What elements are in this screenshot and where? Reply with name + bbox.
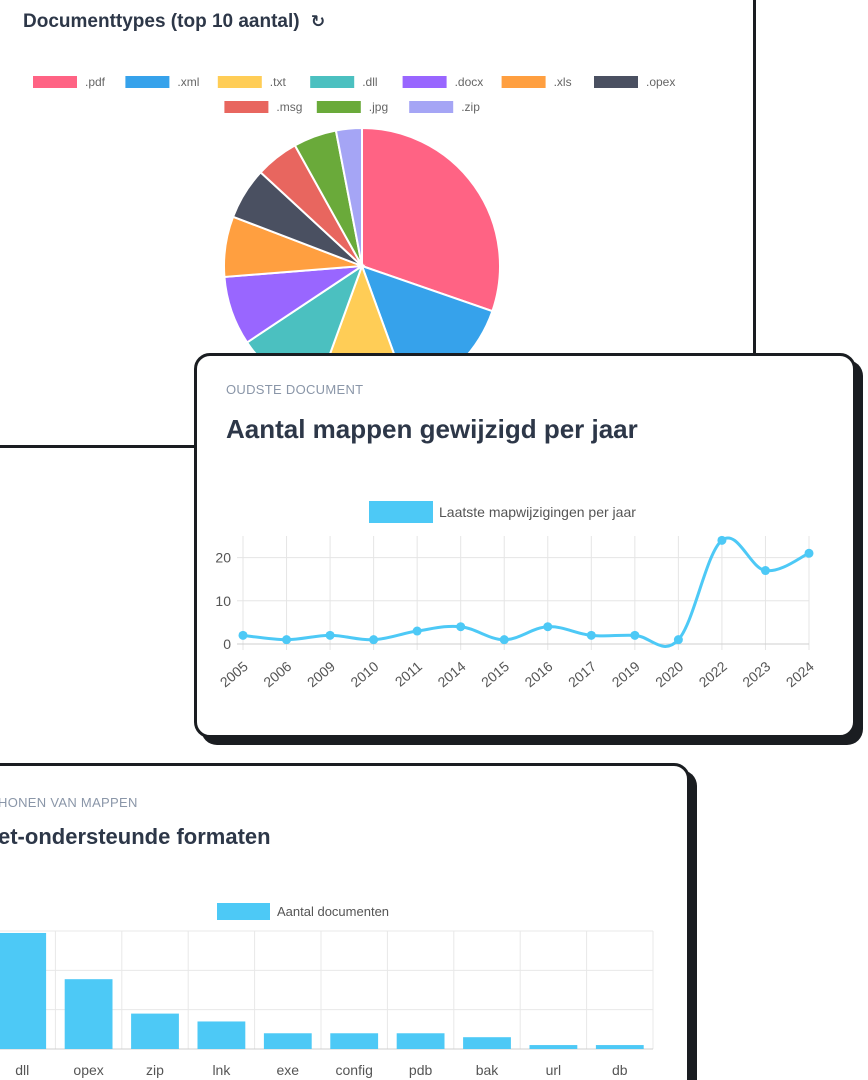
bar-exe xyxy=(263,1033,312,1049)
line-ytick-label: 20 xyxy=(215,550,231,566)
bar-xtick-label: dll xyxy=(15,1062,29,1078)
line-xtick-label: 2017 xyxy=(565,658,599,690)
bar-xtick-label: bak xyxy=(476,1062,500,1078)
line-legend-label: Laatste mapwijzigingen per jaar xyxy=(439,504,636,520)
legend-swatch-opex xyxy=(594,76,638,88)
legend-swatch-docx xyxy=(402,76,447,88)
line-point-2005 xyxy=(238,630,248,640)
bar-config xyxy=(330,1033,379,1049)
bar-xtick-label: pdb xyxy=(409,1062,433,1078)
line-xtick-label: 2022 xyxy=(696,658,730,690)
line-point-2010 xyxy=(369,635,379,645)
legend-label-xml: .xml xyxy=(177,75,199,89)
line-point-2020 xyxy=(673,635,683,645)
line-series-path xyxy=(242,536,810,648)
bar-zip xyxy=(131,1013,179,1049)
line-point-2014 xyxy=(456,622,466,632)
line-xtick-label: 2009 xyxy=(304,658,338,690)
line-ytick-label: 10 xyxy=(215,593,231,609)
bar-card-eyebrow: HONEN VAN MAPPEN xyxy=(0,795,138,810)
bar-xtick-label: zip xyxy=(146,1062,164,1078)
legend-label-pdf: .pdf xyxy=(85,75,106,89)
bar-url xyxy=(529,1045,578,1049)
line-legend-swatch xyxy=(369,501,433,523)
bar-card-title: et-ondersteunde formaten xyxy=(0,824,271,849)
legend-swatch-txt xyxy=(217,76,262,88)
line-xtick-label: 2015 xyxy=(478,658,512,690)
line-xtick-label: 2016 xyxy=(522,658,556,690)
pie-slice-zip xyxy=(334,126,363,267)
pie-card-title: Documenttypes (top 10 aantal) ↻ xyxy=(23,11,325,33)
line-xtick-label: 2006 xyxy=(260,658,294,690)
pie-slice-pdf xyxy=(361,126,501,313)
bar-opex xyxy=(64,979,113,1049)
folders-per-year-line-chart: Laatste mapwijzigingen per jaar 0 10 20 2005… xyxy=(215,501,817,690)
legend-label-zip: .zip xyxy=(461,100,480,114)
legend-label-opex: .opex xyxy=(646,75,675,89)
legend-swatch-pdf xyxy=(33,76,77,88)
line-point-2017 xyxy=(586,630,596,640)
line-xtick-label: 2005 xyxy=(217,658,251,690)
line-point-2023 xyxy=(760,566,770,576)
line-xtick-label: 2020 xyxy=(652,658,686,690)
bar-xtick-label: db xyxy=(612,1062,628,1078)
bar-xtick-label: lnk xyxy=(212,1062,231,1078)
unsupported-formats-bar-chart: Aantal documenten dll opex zip lnk exe config p… xyxy=(0,903,654,1078)
legend-label-txt: .txt xyxy=(270,75,287,89)
line-xtick-label: 2014 xyxy=(434,658,468,690)
bar-legend-swatch xyxy=(217,903,270,920)
bar-xtick-label: config xyxy=(336,1062,373,1078)
line-point-2022 xyxy=(717,535,727,545)
line-xtick-label: 2010 xyxy=(347,658,381,690)
bar-db xyxy=(595,1045,644,1049)
line-xtick-label: 2024 xyxy=(783,658,817,690)
line-card-title: Aantal mappen gewijzigd per jaar xyxy=(226,414,638,444)
bar-dll xyxy=(0,932,47,1049)
folders-per-year-card: OUDSTE DOCUMENT Aantal mappen gewijzigd … xyxy=(194,353,856,738)
bar-xtick-label: url xyxy=(546,1062,562,1078)
line-point-2006 xyxy=(282,635,292,645)
line-ytick-label: 0 xyxy=(223,636,231,652)
pie-card-title-text: Documenttypes (top 10 aantal) xyxy=(23,11,300,32)
legend-label-docx: .docx xyxy=(455,75,484,89)
legend-swatch-xls xyxy=(501,76,546,88)
line-xtick-label: 2023 xyxy=(739,658,773,690)
line-xtick-label: 2011 xyxy=(392,658,426,690)
unsupported-formats-card: HONEN VAN MAPPEN et-ondersteunde formate… xyxy=(0,763,690,1080)
line-point-2015 xyxy=(499,635,509,645)
legend-swatch-jpg xyxy=(316,101,361,113)
legend-swatch-dll xyxy=(310,76,355,88)
legend-swatch-msg xyxy=(224,101,269,113)
line-xtick-label: 2019 xyxy=(609,658,643,690)
legend-swatch-xml xyxy=(125,76,170,88)
legend-label-msg: .msg xyxy=(276,100,302,114)
bar-xtick-label: exe xyxy=(277,1062,300,1078)
legend-label-dll: .dll xyxy=(362,75,377,89)
line-card-eyebrow: OUDSTE DOCUMENT xyxy=(226,382,364,397)
bar-lnk xyxy=(197,1021,246,1049)
line-point-2019 xyxy=(630,630,640,640)
line-point-2011 xyxy=(412,626,422,636)
bar-bak xyxy=(463,1037,511,1049)
bar-xtick-label: opex xyxy=(73,1062,103,1078)
line-point-2016 xyxy=(543,622,553,632)
line-point-2024 xyxy=(804,548,814,558)
bar-legend-label: Aantal documenten xyxy=(277,904,389,919)
bar-pdb xyxy=(396,1033,445,1049)
line-point-2009 xyxy=(325,630,335,640)
refresh-icon[interactable]: ↻ xyxy=(310,12,326,31)
legend-swatch-zip xyxy=(409,101,454,113)
legend-label-xls: .xls xyxy=(554,75,572,89)
legend-label-jpg: .jpg xyxy=(369,100,388,114)
